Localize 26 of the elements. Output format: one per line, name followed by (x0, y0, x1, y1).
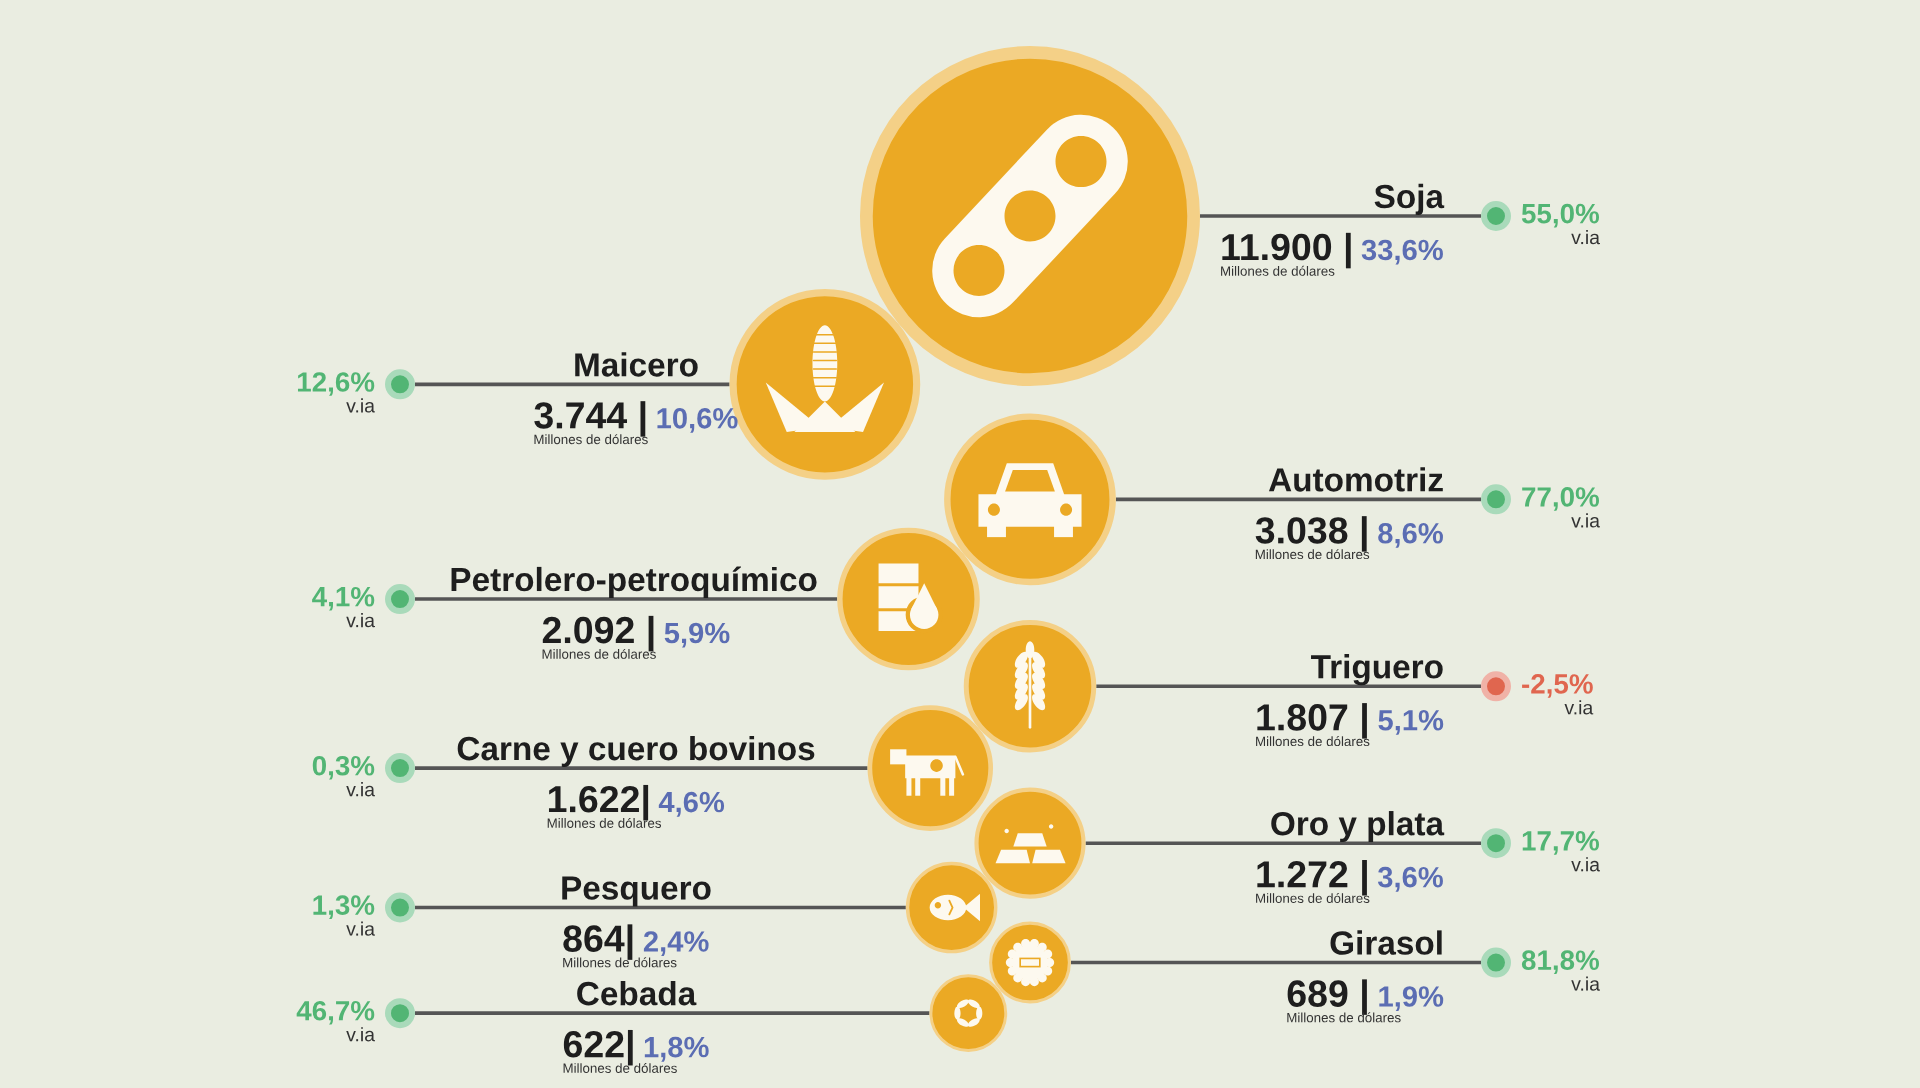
text: v.ia (346, 782, 375, 797)
text: v.ia (346, 613, 375, 628)
data-label: 4,1% (312, 586, 375, 611)
data-label: 55,0% (1521, 203, 1600, 228)
data-label: -2,5% (1522, 674, 1593, 698)
category-label: Soja (1374, 183, 1445, 215)
data-label: 46,7% (296, 1000, 375, 1025)
data-label: 81,8% (1521, 950, 1600, 975)
text: v.ia (1571, 857, 1600, 872)
data-label: 12,6% (297, 372, 375, 396)
data-label: 77,0% (1522, 487, 1600, 511)
data-label: 1.622| (548, 784, 649, 821)
data-label: 622| (563, 1029, 633, 1066)
text: v.ia (1571, 976, 1600, 991)
text: v.ia (346, 1027, 375, 1042)
text: v.ia (346, 921, 375, 936)
text: v.ia (346, 398, 375, 413)
data-label: 2.092 | (542, 615, 654, 652)
data-label: 17,7% (1522, 831, 1600, 855)
data-label: 3.744 | (534, 401, 646, 437)
data-label: 864| (563, 924, 633, 960)
data-label: 1,3% (313, 895, 375, 919)
text: v.ia (1564, 700, 1594, 715)
data-label: 0,3% (312, 755, 375, 780)
text: v.ia (1571, 513, 1600, 528)
text: v.ia (1571, 230, 1600, 245)
